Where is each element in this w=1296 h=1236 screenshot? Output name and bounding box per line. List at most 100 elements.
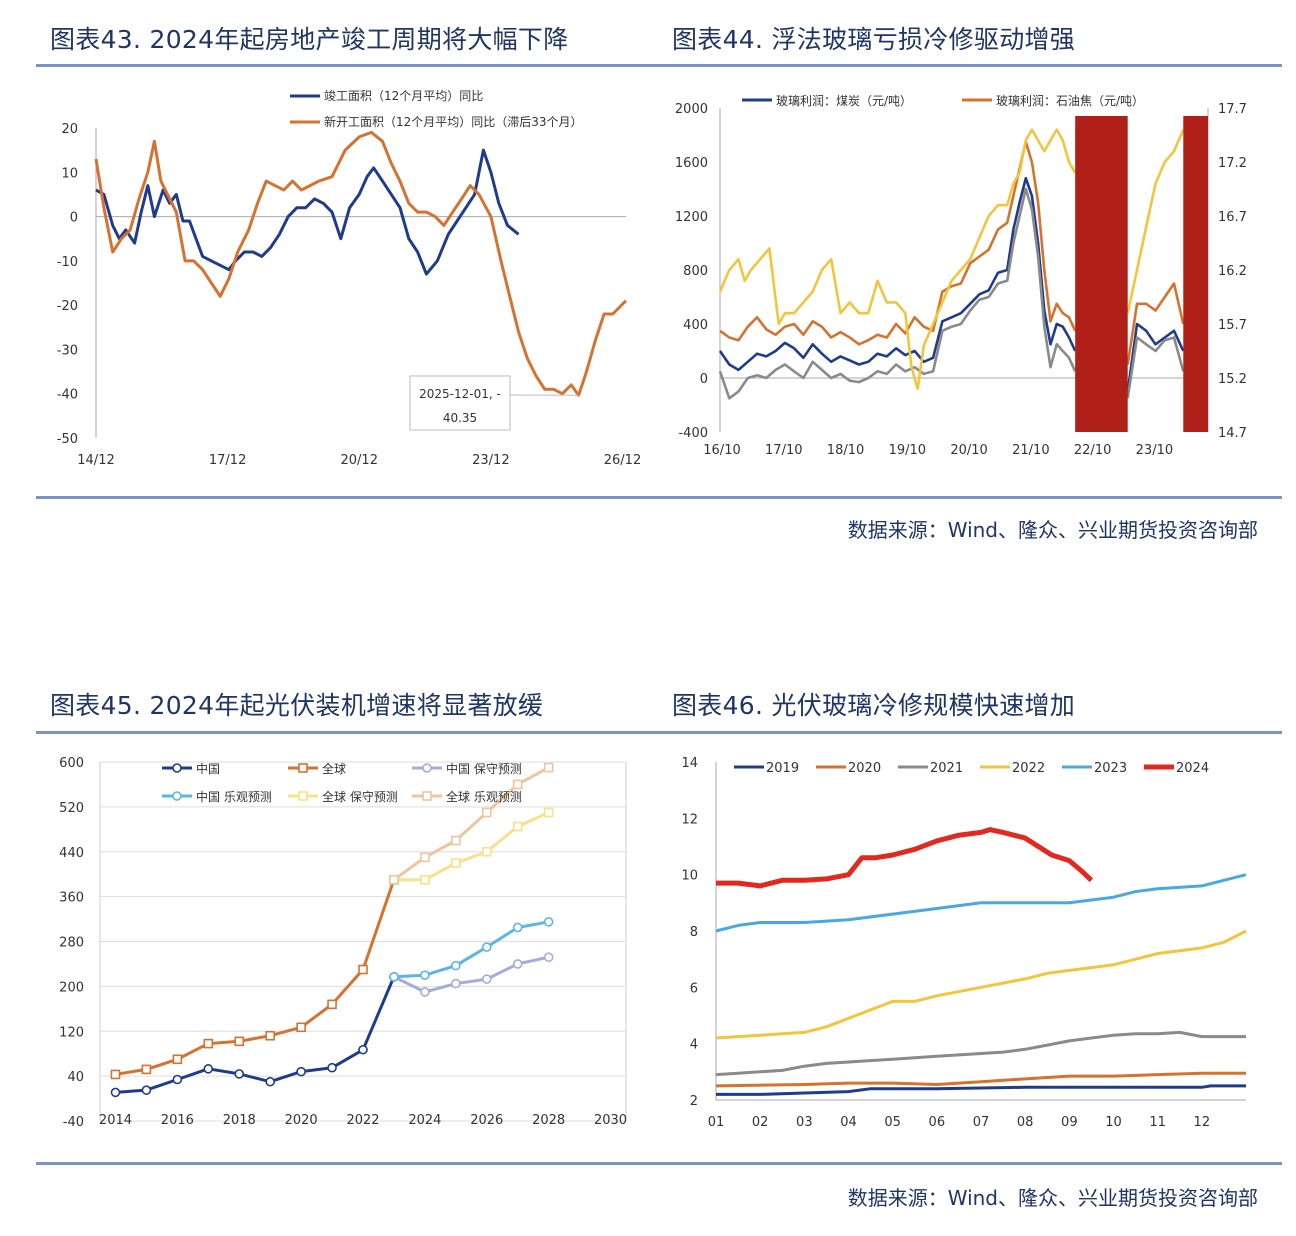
data-point [481,974,492,984]
y2-tick-label: 14.7 [1218,426,1247,441]
series-line [115,976,396,1094]
data-point [327,999,337,1010]
series-line [393,920,549,979]
x-tick-label: 03 [796,1115,813,1130]
legend-label: 2019 [766,761,799,776]
data-point [543,917,554,927]
y2-tick-label: 15.7 [1218,318,1247,333]
x-tick-label: 08 [1017,1115,1034,1130]
chart45: 600 520 440 360 280 200 120 40 -40 2014 2016 2018 20… [59,756,627,1130]
data-point [358,1044,368,1055]
y-tick-label: 520 [59,801,84,816]
top-bottom-rule [36,496,1282,499]
y-tick-label: 20 [61,122,78,137]
x-tick-label: 01 [708,1115,725,1130]
x-tick-label: 16/10 [703,443,740,458]
x-tick-label: 23/12 [472,453,509,468]
legend-label: 中国 保守预测 [446,761,522,776]
legend-marker [422,791,432,801]
series-line [715,929,1247,1040]
x-tick-label: 2028 [532,1113,565,1128]
chart44: 2000 1600 1200 800 400 0 -400 17.7 17.2 16.7 16.2 1… [675,94,1247,458]
x-tick-label: 10 [1105,1115,1122,1130]
y2-tick-label: 15.2 [1218,372,1247,387]
data-point [451,960,461,971]
legend-label: 全球 乐观预测 [446,789,522,804]
top-source-note: 数据来源：Wind、隆众、兴业期货投资咨询部 [847,518,1258,542]
x-tick-label: 20/12 [341,453,378,468]
y-tick-label: 14 [681,756,698,771]
data-point [512,779,523,790]
x-tick-label: 04 [840,1115,857,1130]
data-point [420,874,430,885]
legend-label: 2022 [1012,761,1045,776]
series-line [1126,282,1185,365]
legend-label: 玻璃利润：石油焦（元/吨） [996,94,1144,108]
chart45-title: 图表45. 2024年起光伏装机增速将显著放缓 [50,691,544,720]
legend-label: 玻璃利润：煤炭（元/吨） [776,94,912,108]
data-point [389,874,399,885]
data-point [141,1064,152,1075]
data-point [203,1064,214,1074]
data-point [420,987,430,997]
y-tick-label: 280 [59,936,84,951]
data-point [512,959,523,969]
legend-label: 2021 [930,761,963,776]
y-tick-label: 4 [690,1038,698,1053]
legend-label: 2023 [1094,761,1127,776]
series-line [716,827,1094,889]
data-point [420,970,430,980]
x-tick-label: 06 [929,1115,946,1130]
series-line [718,128,1077,391]
x-tick-label: 2024 [408,1113,441,1128]
y-tick-label: 1200 [675,210,708,225]
chart43: 20 10 0 -10 -20 -30 -40 -50 14/12 17/12 20/12 23/12… [57,88,641,468]
x-tick-label: 18/10 [827,443,864,458]
x-tick-label: 19/10 [889,443,926,458]
annotation-text: 40.35 [443,411,477,425]
y-tick-label: 40 [67,1070,84,1085]
x-tick-label: 2018 [223,1113,256,1128]
series-line [715,1030,1246,1077]
y-tick-label: 8 [690,925,698,940]
data-point [420,852,430,863]
data-point [451,978,461,989]
data-point [358,964,368,975]
series-line [1126,322,1185,392]
x-tick-label: 23/10 [1136,443,1173,458]
annotation-text: 2025-12-01, - [419,387,501,401]
data-point [172,1074,183,1085]
y-tick-label: 6 [690,981,698,996]
y-tick-label: 200 [59,980,84,995]
y-tick-label: 2000 [675,102,708,117]
x-tick-label: 02 [752,1115,769,1130]
chart46: 14 12 10 8 6 4 2 01 02 03 04 05 06 07 08 09 10 11 12 2019 20… [681,756,1247,1130]
data-point [203,1038,214,1049]
data-point [481,846,492,857]
top-rule [36,64,1282,67]
y-tick-label: 10 [681,869,698,884]
y-tick-label: -30 [57,343,78,358]
data-point [172,1054,183,1065]
y-tick-label: -10 [57,255,78,270]
series-line [718,187,1077,400]
chart43-title: 图表43. 2024年起房地产竣工周期将大幅下降 [50,25,569,54]
y-tick-label: -40 [63,1115,84,1130]
data-point [451,835,461,846]
legend-label: 2020 [848,761,881,776]
series-line [393,955,549,994]
x-tick-label: 20/10 [950,443,987,458]
highlight-band [1183,116,1208,432]
series-line [715,873,1247,933]
x-tick-label: 12 [1194,1115,1211,1130]
x-tick-label: 11 [1149,1115,1166,1130]
x-tick-label: 17/10 [765,443,802,458]
y-tick-label: 0 [70,211,78,226]
annotation-box [409,375,511,431]
y-tick-label: 800 [683,264,708,279]
x-tick-label: 26/12 [604,453,641,468]
legend-marker [422,763,432,773]
series-line [94,130,628,397]
y-tick-label: 2 [690,1094,698,1109]
series-line [719,140,1077,346]
